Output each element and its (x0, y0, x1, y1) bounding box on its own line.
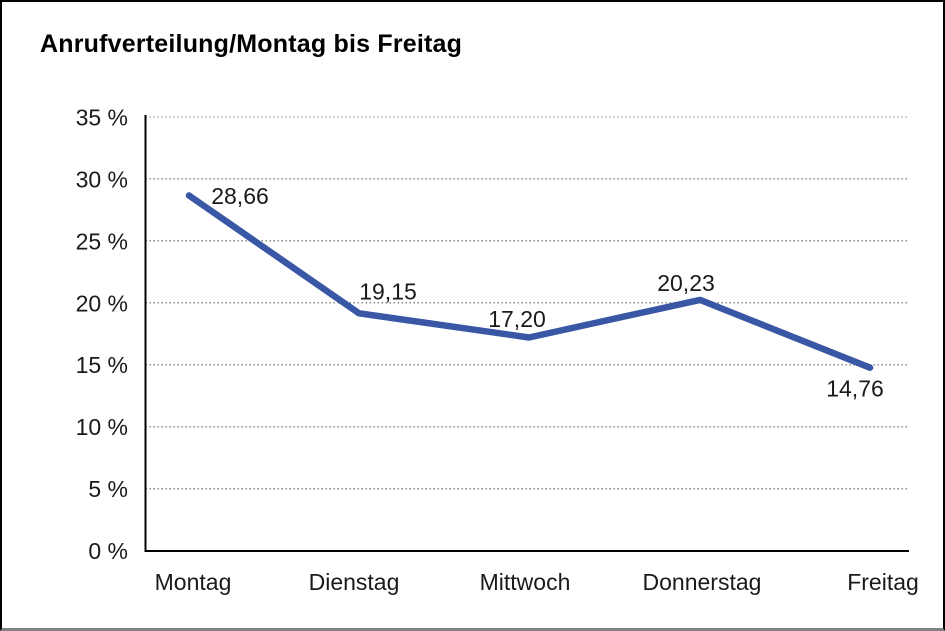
x-axis-category-label: Freitag (847, 569, 919, 595)
data-point-label: 28,66 (211, 183, 269, 209)
data-series-line (185, 192, 874, 371)
y-axis-tick-label: 35 % (76, 105, 128, 131)
y-axis-tick-label: 15 % (76, 352, 128, 378)
y-axis-tick-label: 30 % (76, 166, 128, 192)
x-axis-category-label: Donnerstag (643, 569, 762, 595)
x-axis-category-label: Montag (155, 569, 232, 595)
data-point-label: 19,15 (359, 278, 417, 304)
data-point-label: 17,20 (488, 306, 546, 332)
data-point-label: 14,76 (826, 376, 884, 402)
y-axis-tick-label: 5 % (88, 476, 128, 502)
y-axis-tick-label: 0 % (88, 538, 128, 564)
x-axis-category-label: Mittwoch (480, 569, 571, 595)
chart-title: Anrufverteilung/Montag bis Freitag (40, 30, 463, 58)
y-axis-tick-label: 20 % (76, 290, 128, 316)
y-axis-tick-label: 25 % (76, 228, 128, 254)
y-axis-tick-label: 10 % (76, 414, 128, 440)
x-axis-category-label: Dienstag (309, 569, 400, 595)
data-point-label: 20,23 (657, 270, 715, 296)
